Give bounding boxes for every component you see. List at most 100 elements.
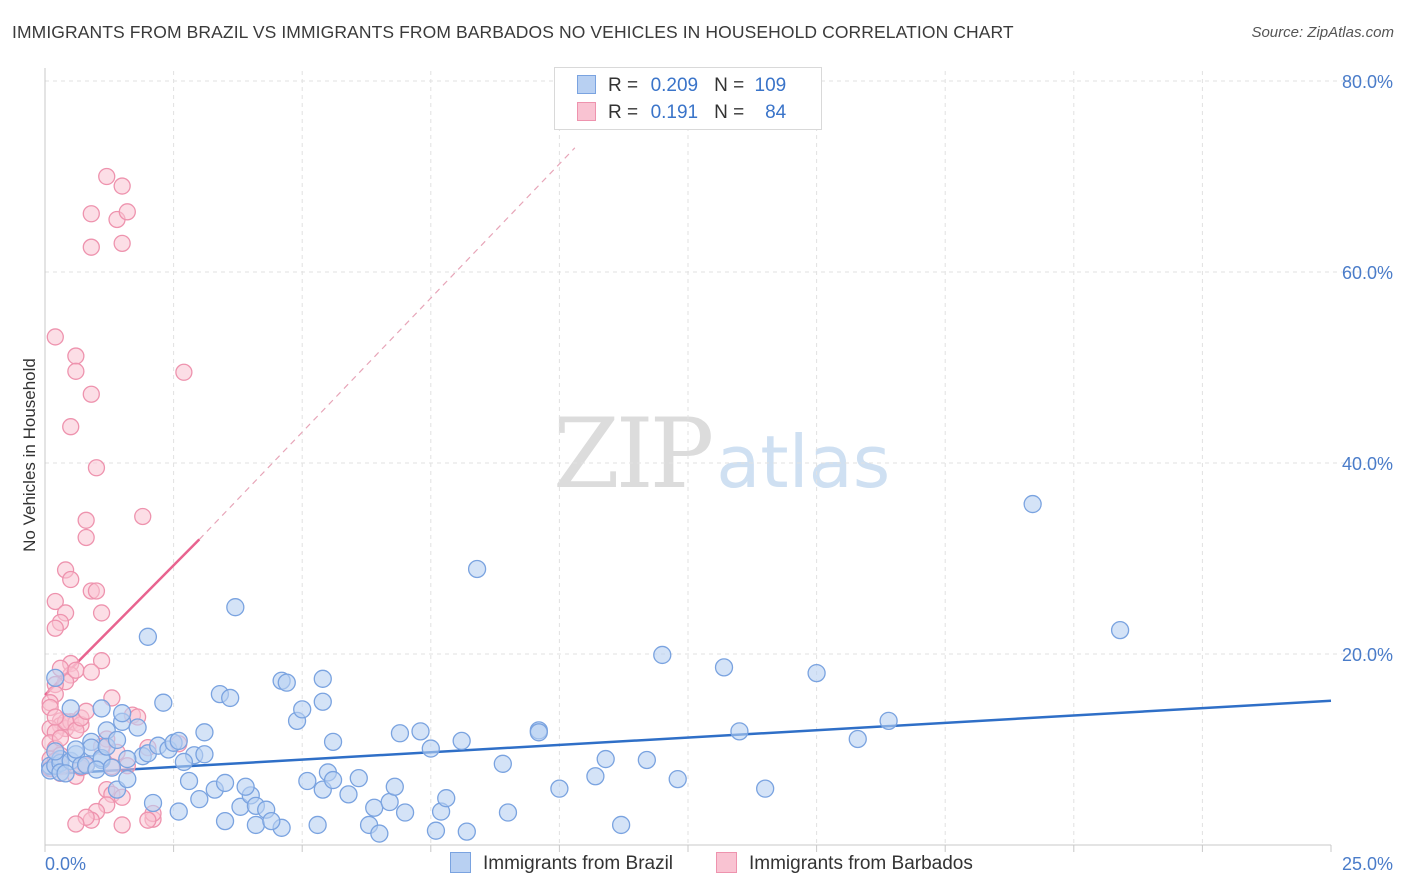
brazil-point — [308, 815, 327, 835]
grid-layer — [45, 71, 1392, 845]
brazil-point — [221, 688, 240, 708]
brazil-point — [550, 779, 569, 798]
brazil-point — [293, 700, 312, 719]
brazil-point — [493, 754, 512, 773]
barbados-point — [118, 203, 136, 221]
barbados-point — [82, 238, 100, 256]
legend-item-barbados[interactable]: Immigrants from Barbados — [716, 852, 973, 875]
brazil-point — [118, 749, 137, 769]
brazil-point — [174, 752, 194, 772]
brazil-point — [339, 785, 358, 804]
barbados-point — [46, 328, 64, 346]
brazil-point — [66, 740, 86, 759]
brazil-point — [467, 559, 487, 579]
brazil-point — [46, 668, 65, 688]
brazil-point — [190, 790, 209, 809]
legend-n-label: N = — [714, 75, 745, 96]
brazil-point — [421, 739, 440, 758]
barbados-point — [82, 663, 100, 681]
legend-r-value: 0.209 — [650, 75, 699, 96]
brazil-point — [102, 758, 122, 777]
brazil-point — [154, 693, 173, 712]
brazil-point — [611, 815, 631, 835]
legend-n-value: 109 — [754, 75, 787, 96]
legend-swatch-brazil — [450, 852, 471, 873]
brazil-point — [107, 730, 127, 750]
legend-swatch-barbados — [716, 852, 737, 873]
brazil-point — [215, 773, 235, 793]
barbados-point — [139, 811, 157, 829]
legend-n-label: N = — [714, 102, 745, 123]
brazil-trend-line — [44, 699, 1332, 776]
barbados-point — [82, 205, 100, 223]
x-tick-label: 25.0% — [1342, 854, 1393, 874]
brazil-point — [61, 699, 80, 718]
legend-swatch-barbados — [577, 102, 596, 121]
brazil-point — [879, 711, 898, 730]
brazil-point — [56, 764, 75, 783]
barbados-point — [77, 511, 95, 529]
brazil-point — [179, 771, 199, 791]
barbados-point — [113, 234, 131, 253]
brazil-point — [323, 770, 343, 790]
brazil-point — [365, 798, 384, 817]
barbados-point — [87, 459, 106, 477]
brazil-point — [668, 769, 687, 789]
y-tick-label: 80.0% — [1342, 72, 1393, 92]
barbados-point — [92, 652, 111, 670]
brazil-point — [87, 760, 106, 779]
barbados-point — [113, 816, 131, 834]
legend-label-brazil: Immigrants from Brazil — [483, 853, 674, 874]
brazil-point — [236, 777, 255, 796]
brazil-point — [380, 792, 399, 812]
watermark-zip: ZIP — [553, 398, 714, 510]
legend-row-brazil: R = 0.209 N = 109 — [577, 75, 786, 99]
barbados-point — [77, 528, 95, 547]
brazil-point — [730, 722, 749, 741]
brazil-point — [714, 658, 734, 677]
legend-r-label: R = — [608, 102, 639, 123]
y-tick-label: 20.0% — [1342, 645, 1393, 665]
brazil-point — [498, 803, 518, 822]
brazil-point — [262, 811, 281, 831]
barbados-point — [82, 385, 100, 403]
legend-n-value: 84 — [765, 102, 787, 123]
axis-layer — [44, 68, 1332, 852]
correlation-legend: R = 0.209 N = 109 R = 0.191 N = 84 — [554, 67, 822, 130]
brazil-points — [40, 494, 1130, 843]
brazil-point — [113, 704, 132, 723]
brazil-point — [323, 732, 343, 752]
y-tick-label: 40.0% — [1342, 454, 1393, 474]
brazil-point — [195, 723, 214, 742]
brazil-point — [637, 750, 656, 770]
barbados-point — [98, 167, 116, 186]
brazil-point — [411, 722, 430, 741]
brazil-point — [529, 723, 548, 742]
brazil-point — [596, 749, 615, 769]
brazil-point — [349, 769, 368, 788]
barbados-point — [67, 661, 85, 679]
tick-labels: 20.0% 40.0% 60.0% 80.0% 0.0% 25.0% — [45, 72, 1393, 874]
legend-r-label: R = — [608, 75, 639, 96]
source-label: Source: ZipAtlas.com — [1251, 24, 1394, 41]
brazil-point — [437, 789, 456, 808]
watermark: ZIPatlas — [553, 398, 890, 510]
x-tick-label: 0.0% — [45, 854, 86, 874]
brazil-point — [807, 663, 826, 683]
barbados-point — [62, 418, 80, 436]
barbados-point — [67, 815, 85, 833]
legend-item-brazil[interactable]: Immigrants from Brazil — [450, 852, 673, 875]
brazil-point — [169, 802, 188, 821]
brazil-point — [226, 598, 245, 617]
barbados-point — [87, 582, 106, 600]
brazil-point — [370, 824, 389, 843]
brazil-point — [1023, 494, 1042, 514]
barbados-point — [67, 347, 85, 365]
brazil-point — [426, 821, 446, 840]
brazil-point — [298, 771, 317, 791]
brazil-point — [277, 673, 296, 692]
brazil-point — [756, 779, 775, 798]
y-tick-label: 60.0% — [1342, 263, 1393, 283]
legend-label-barbados: Immigrants from Barbados — [749, 853, 973, 874]
